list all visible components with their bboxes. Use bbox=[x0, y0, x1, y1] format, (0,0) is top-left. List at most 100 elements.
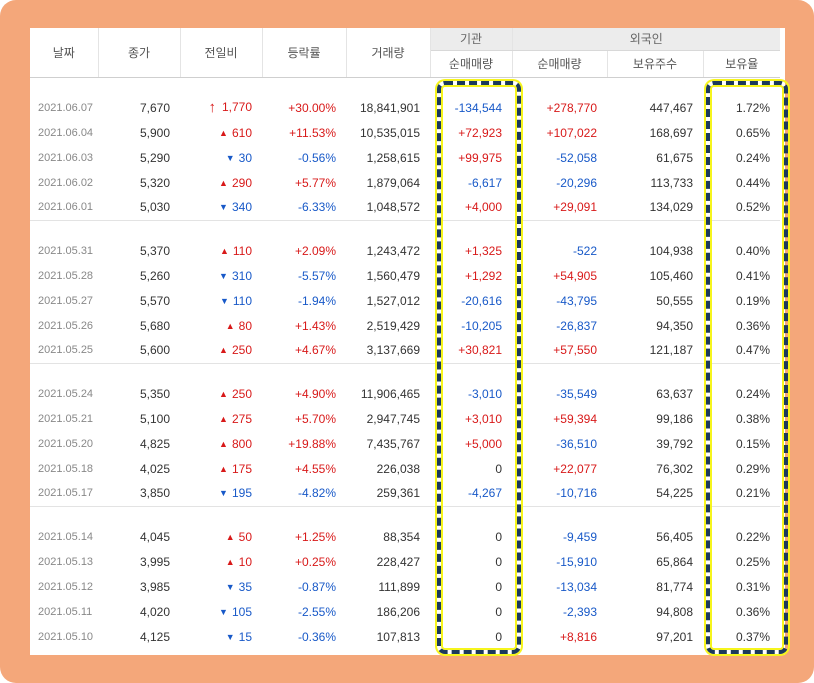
volume-cell: 11,906,465 bbox=[360, 386, 420, 401]
foreign-ratio-cell: 0.24% bbox=[735, 386, 771, 401]
foreign-holding-cell: 50,555 bbox=[656, 293, 693, 308]
foreign-ratio-cell: 1.72% bbox=[735, 100, 771, 115]
foreign-holding-cell: 76,302 bbox=[656, 461, 693, 476]
foreign-net-cell: -15,910 bbox=[556, 554, 597, 569]
week-separator bbox=[30, 505, 781, 524]
table-row: 2021.06.02 5,320 ▲ 290 +5.77% 1,879,064 -6,617… bbox=[30, 170, 780, 195]
table-row: 2021.05.10 4,125 ▼ 15 -0.36% 107,813 0 +8,816 97… bbox=[30, 624, 780, 649]
rate-cell: +4.90% bbox=[294, 386, 336, 401]
foreign-net-cell: +8,816 bbox=[559, 629, 597, 644]
header-foreign-ratio: 보유율 bbox=[703, 50, 781, 78]
foreign-net-cell: -26,837 bbox=[556, 318, 597, 333]
foreign-net-cell: +107,022 bbox=[546, 125, 597, 140]
inst-net-cell: +3,010 bbox=[464, 411, 502, 426]
table-row: 2021.05.11 4,020 ▼ 105 -2.55% 186,206 0 -2,393 9… bbox=[30, 599, 780, 624]
table-row: 2021.05.17 3,850 ▼ 195 -4.82% 259,361 -4,267 -1… bbox=[30, 481, 780, 506]
foreign-net-cell: +29,091 bbox=[553, 200, 597, 215]
spacer-row bbox=[30, 77, 780, 95]
foreign-net-cell: -36,510 bbox=[556, 436, 597, 451]
foreign-ratio-cell: 0.29% bbox=[735, 461, 771, 476]
volume-cell: 1,527,012 bbox=[366, 293, 420, 308]
date-cell: 2021.05.17 bbox=[38, 487, 94, 500]
triangle-down-icon: ▼ bbox=[219, 488, 228, 499]
volume-cell: 3,137,669 bbox=[366, 343, 420, 358]
close-cell: 5,350 bbox=[139, 386, 170, 401]
close-cell: 5,900 bbox=[139, 125, 170, 140]
inst-net-cell: +1,292 bbox=[464, 268, 502, 283]
foreign-holding-cell: 56,405 bbox=[656, 529, 693, 544]
date-cell: 2021.05.24 bbox=[38, 387, 94, 400]
change-value: 340 bbox=[231, 200, 252, 215]
inst-net-cell: 0 bbox=[495, 554, 502, 569]
change-cell: ▲ 250 bbox=[180, 381, 262, 406]
change-value: 195 bbox=[231, 486, 252, 501]
foreign-ratio-cell: 0.24% bbox=[735, 150, 771, 165]
inst-net-cell: +4,000 bbox=[464, 200, 502, 215]
triangle-up-icon: ▲ bbox=[219, 438, 228, 449]
date-cell: 2021.06.01 bbox=[38, 201, 94, 214]
foreign-ratio-cell: 0.19% bbox=[735, 293, 771, 308]
close-cell: 3,995 bbox=[139, 554, 170, 569]
triangle-down-icon: ▼ bbox=[219, 202, 228, 213]
date-cell: 2021.06.04 bbox=[38, 126, 94, 139]
change-value: 250 bbox=[231, 343, 252, 358]
change-value: 250 bbox=[231, 386, 252, 401]
table-row: 2021.05.26 5,680 ▲ 80 +1.43% 2,519,429 -10,205… bbox=[30, 313, 780, 338]
foreign-ratio-cell: 0.36% bbox=[735, 604, 771, 619]
triangle-up-icon: ▲ bbox=[219, 177, 228, 188]
change-value: 50 bbox=[238, 529, 252, 544]
close-cell: 4,045 bbox=[139, 529, 170, 544]
foreign-holding-cell: 94,808 bbox=[656, 604, 693, 619]
rate-cell: +2.09% bbox=[294, 243, 336, 258]
inst-net-cell: +5,000 bbox=[464, 436, 502, 451]
volume-cell: 226,038 bbox=[376, 461, 420, 476]
date-cell: 2021.06.02 bbox=[38, 176, 94, 189]
table-row: 2021.05.28 5,260 ▼ 310 -5.57% 1,560,479 +1,292… bbox=[30, 263, 780, 288]
foreign-ratio-cell: 0.41% bbox=[735, 268, 771, 283]
foreign-ratio-cell: 0.40% bbox=[735, 243, 771, 258]
inst-net-cell: +72,923 bbox=[458, 125, 502, 140]
change-cell: ▼ 15 bbox=[180, 624, 262, 649]
volume-cell: 10,535,015 bbox=[359, 125, 420, 140]
rate-cell: -0.36% bbox=[297, 629, 336, 644]
triangle-down-icon: ▼ bbox=[225, 152, 235, 163]
date-cell: 2021.06.07 bbox=[38, 101, 94, 114]
change-value: 1,770 bbox=[221, 100, 252, 114]
inst-net-cell: +30,821 bbox=[458, 343, 502, 358]
week-separator bbox=[30, 219, 781, 238]
foreign-ratio-cell: 0.47% bbox=[735, 343, 771, 358]
close-cell: 5,290 bbox=[139, 150, 170, 165]
table-row: 2021.05.27 5,570 ▼ 110 -1.94% 1,527,012 -20,61… bbox=[30, 288, 780, 313]
change-cell: ▲ 175 bbox=[180, 456, 262, 481]
close-cell: 5,260 bbox=[139, 268, 170, 283]
triangle-up-icon: ▲ bbox=[225, 531, 235, 542]
table-row: 2021.05.25 5,600 ▲ 250 +4.67% 3,137,669 +30,82… bbox=[30, 338, 780, 363]
close-cell: 4,020 bbox=[139, 604, 170, 619]
rate-cell: +19.88% bbox=[288, 436, 336, 451]
change-cell: ▲ 80 bbox=[180, 313, 262, 338]
change-cell: ▼ 105 bbox=[180, 599, 262, 624]
triangle-up-icon: ▲ bbox=[225, 320, 235, 331]
rate-cell: +11.53% bbox=[289, 125, 336, 140]
volume-cell: 18,841,901 bbox=[359, 100, 420, 115]
change-cell: ▲ 290 bbox=[180, 170, 262, 195]
rate-cell: -5.57% bbox=[297, 268, 336, 283]
foreign-net-cell: +59,394 bbox=[553, 411, 597, 426]
foreign-holding-cell: 81,774 bbox=[656, 579, 693, 594]
rate-cell: -0.87% bbox=[297, 579, 336, 594]
change-value: 310 bbox=[231, 268, 252, 283]
table-row: 2021.06.03 5,290 ▼ 30 -0.56% 1,258,615 +99,975… bbox=[30, 145, 780, 170]
rate-cell: +4.55% bbox=[294, 461, 336, 476]
volume-cell: 2,519,429 bbox=[366, 318, 420, 333]
foreign-net-cell: -10,716 bbox=[556, 486, 597, 501]
foreign-ratio-cell: 0.22% bbox=[735, 529, 771, 544]
table-row: 2021.06.01 5,030 ▼ 340 -6.33% 1,048,572 +4,000… bbox=[30, 195, 780, 220]
change-value: 30 bbox=[238, 150, 252, 165]
inst-net-cell: -10,205 bbox=[461, 318, 502, 333]
inst-net-cell: -4,267 bbox=[467, 486, 502, 501]
table-row: 2021.05.21 5,100 ▲ 275 +5.70% 2,947,745 +3,010… bbox=[30, 406, 780, 431]
rate-cell: +1.43% bbox=[294, 318, 336, 333]
header-change: 전일비 bbox=[180, 28, 263, 78]
stock-trading-panel: 날짜 종가 전일비 등락률 거래량 기관 외국인 순매매량 순매매량 보유주수 … bbox=[30, 28, 785, 655]
change-cell: ▼ 195 bbox=[180, 481, 262, 506]
